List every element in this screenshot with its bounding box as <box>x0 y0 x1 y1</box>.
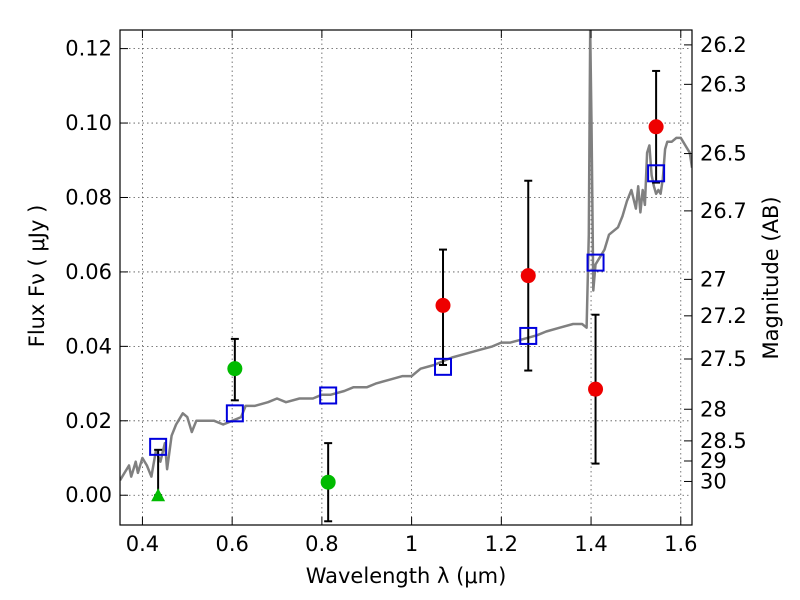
data-point-red <box>588 381 604 397</box>
x-tick-label: 0.6 <box>215 532 248 556</box>
right-tick-label: 27 <box>700 267 727 291</box>
y-tick-label: 0.06 <box>65 260 112 284</box>
x-tick-label: 1.4 <box>574 532 607 556</box>
upper-limit-triangle <box>151 488 166 502</box>
y-tick-label: 0.00 <box>65 483 112 507</box>
right-axis-label: Magnitude (AB) <box>759 196 783 359</box>
grid <box>120 30 692 525</box>
right-tick-label: 30 <box>700 469 727 493</box>
data-point-red <box>435 297 451 313</box>
y-tick-label: 0.02 <box>65 409 112 433</box>
plot-frame <box>119 29 693 526</box>
x-axis-label: Wavelength λ (μm) <box>306 564 507 588</box>
model-flux-square <box>225 404 244 423</box>
y-tick-label: 0.04 <box>65 334 112 358</box>
right-tick-label: 26.2 <box>700 33 747 57</box>
x-tick-label: 0.8 <box>305 532 338 556</box>
y-axis-ticks: 0.00 0.02 0.04 0.06 0.08 0.10 0.12 <box>65 37 128 507</box>
right-tick-label: 27.2 <box>700 304 747 328</box>
y-tick-label: 0.12 <box>65 37 112 61</box>
model-flux-square <box>647 164 666 183</box>
right-tick-label: 26.7 <box>700 199 747 223</box>
y-axis-label: Flux Fν ( μJy ) <box>25 205 49 348</box>
model-flux-square <box>149 437 168 456</box>
model-flux-square <box>319 386 338 405</box>
data-point-green <box>320 474 336 490</box>
data-point-red <box>648 119 664 135</box>
model-flux-square <box>434 357 453 376</box>
right-tick-label: 28 <box>700 397 727 421</box>
data-point-green <box>227 361 243 377</box>
y-tick-label: 0.10 <box>65 111 112 135</box>
right-tick-label: 26.3 <box>700 72 747 96</box>
x-tick-label: 1 <box>405 532 418 556</box>
data-point-red <box>520 268 536 284</box>
right-tick-label: 26.5 <box>700 142 747 166</box>
model-spectrum <box>120 30 692 481</box>
right-tick-label: 27.5 <box>700 347 747 371</box>
spectrum-line <box>120 30 692 481</box>
model-flux-square <box>519 326 538 345</box>
right-tick-label: 29 <box>700 449 727 473</box>
right-tick-label: 28.5 <box>700 429 747 453</box>
error-bars <box>154 69 661 523</box>
x-tick-label: 1.2 <box>485 532 518 556</box>
y-tick-label: 0.08 <box>65 185 112 209</box>
x-tick-label: 0.4 <box>126 532 159 556</box>
x-tick-label: 1.6 <box>664 532 697 556</box>
model-flux-square <box>586 253 605 272</box>
data-markers <box>149 119 666 502</box>
x-axis-ticks: 0.4 0.6 0.8 1 1.2 1.4 1.6 <box>126 30 697 556</box>
